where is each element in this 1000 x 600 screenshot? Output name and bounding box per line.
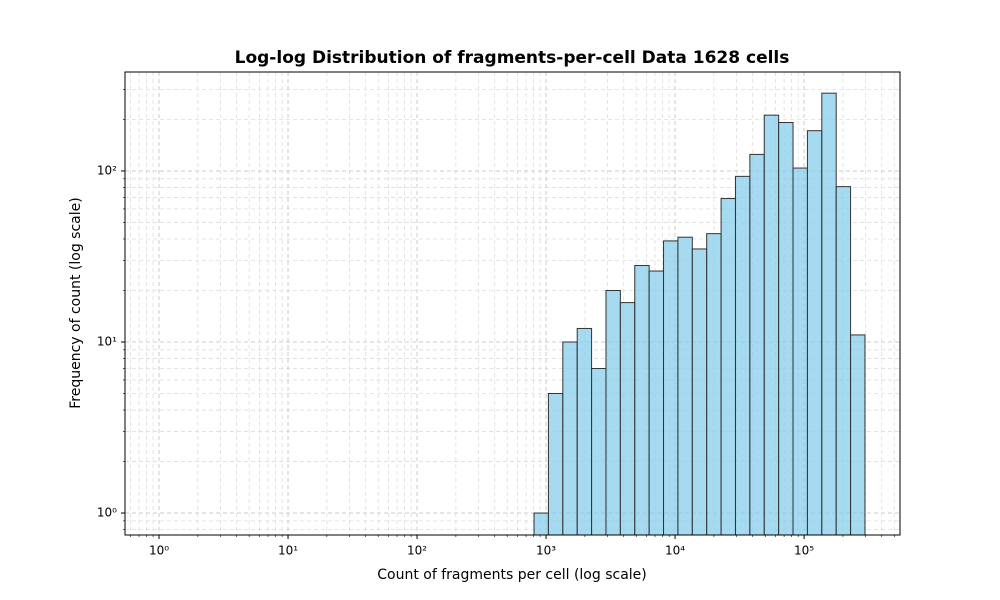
x-tick-label: 10¹ [278, 544, 298, 558]
y-axis-label: Frequency of count (log scale) [68, 197, 84, 408]
y-tick-label: 10² [97, 163, 117, 177]
bar [850, 334, 866, 536]
bar [806, 130, 823, 536]
x-axis-label: Count of fragments per cell (log scale) [377, 567, 647, 583]
plot-frame [124, 71, 901, 536]
bar [734, 175, 751, 536]
bar [591, 367, 607, 536]
bar [634, 265, 650, 536]
x-tick-label: 10² [407, 544, 427, 558]
bar [648, 270, 665, 536]
x-tick-label: 10⁰ [149, 544, 169, 558]
x-tick-label: 10³ [536, 544, 556, 558]
x-tick-label: 10⁵ [794, 544, 814, 558]
bar [706, 233, 722, 536]
bar [619, 302, 636, 536]
bar [821, 92, 837, 536]
bar [691, 248, 708, 536]
x-tick-label: 10⁴ [665, 544, 685, 558]
bar [792, 167, 808, 536]
chart-title: Log-log Distribution of fragments-per-ce… [235, 48, 790, 68]
bar [778, 122, 794, 536]
bar [720, 198, 736, 536]
bar [749, 153, 765, 536]
bar [677, 236, 693, 536]
bar [763, 114, 780, 536]
y-tick-label: 10⁰ [97, 506, 117, 520]
bar [533, 512, 549, 536]
bar [605, 290, 621, 536]
bar [576, 327, 593, 536]
bar [547, 392, 564, 536]
y-tick-label: 10¹ [97, 335, 117, 349]
bar [562, 341, 578, 536]
bar [663, 240, 679, 536]
bar [835, 186, 852, 536]
